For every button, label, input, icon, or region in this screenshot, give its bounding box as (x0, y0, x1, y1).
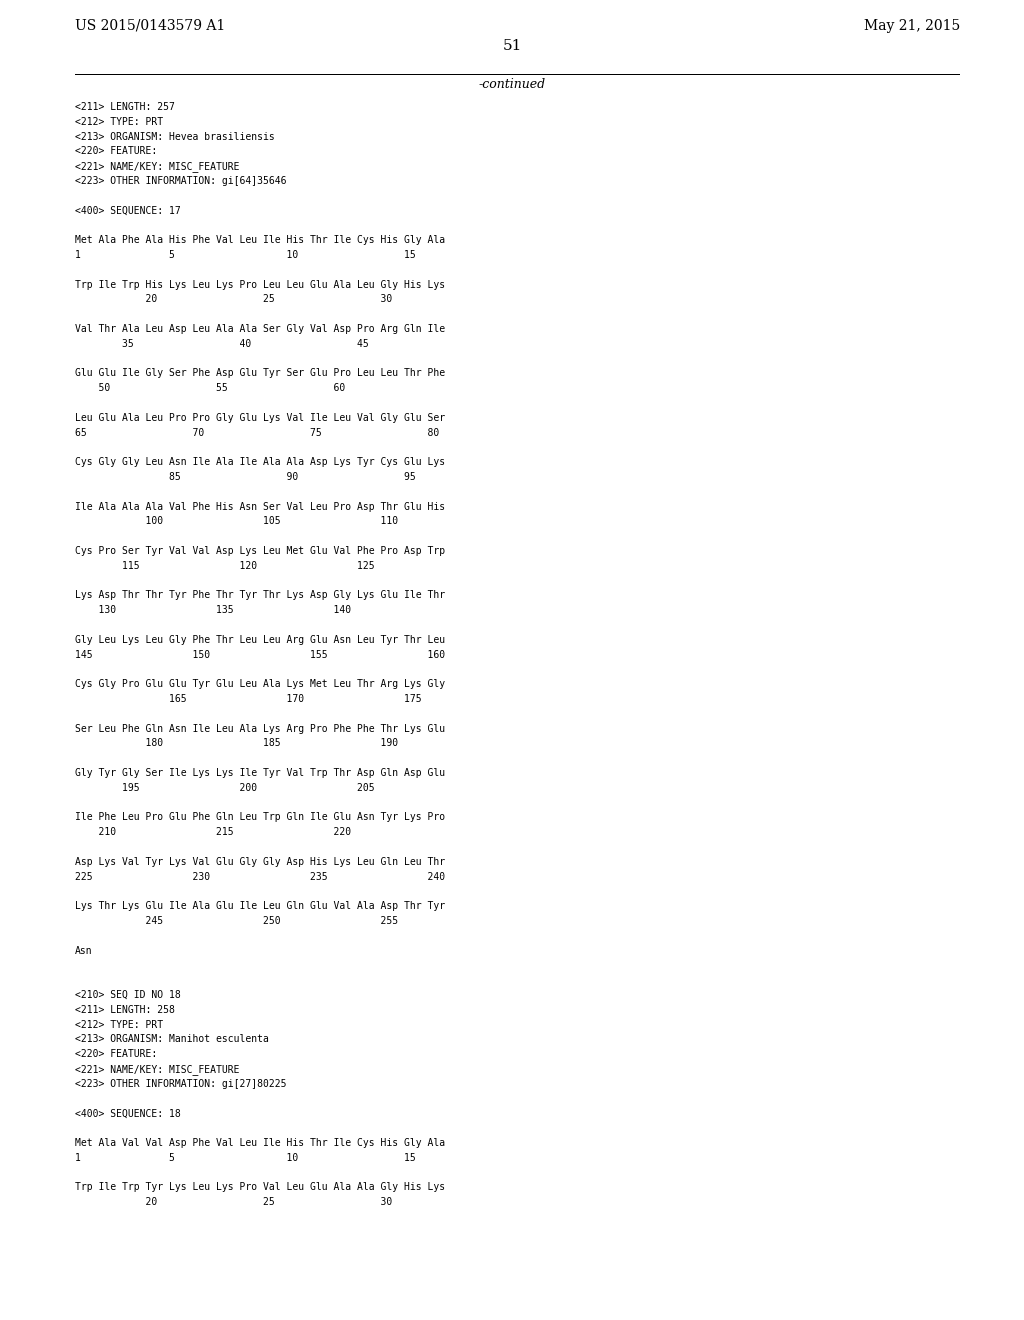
Text: Asp Lys Val Tyr Lys Val Glu Gly Gly Asp His Lys Leu Gln Leu Thr: Asp Lys Val Tyr Lys Val Glu Gly Gly Asp … (75, 857, 445, 867)
Text: 85                  90                  95: 85 90 95 (75, 473, 416, 482)
Text: <211> LENGTH: 258: <211> LENGTH: 258 (75, 1005, 175, 1015)
Text: 130                 135                 140: 130 135 140 (75, 605, 351, 615)
Text: <212> TYPE: PRT: <212> TYPE: PRT (75, 116, 163, 127)
Text: Lys Thr Lys Glu Ile Ala Glu Ile Leu Gln Glu Val Ala Asp Thr Tyr: Lys Thr Lys Glu Ile Ala Glu Ile Leu Gln … (75, 902, 445, 911)
Text: 225                 230                 235                 240: 225 230 235 240 (75, 871, 445, 882)
Text: -continued: -continued (478, 78, 546, 91)
Text: Ile Ala Ala Ala Val Phe His Asn Ser Val Leu Pro Asp Thr Glu His: Ile Ala Ala Ala Val Phe His Asn Ser Val … (75, 502, 445, 512)
Text: Cys Pro Ser Tyr Val Val Asp Lys Leu Met Glu Val Phe Pro Asp Trp: Cys Pro Ser Tyr Val Val Asp Lys Leu Met … (75, 546, 445, 556)
Text: <211> LENGTH: 257: <211> LENGTH: 257 (75, 102, 175, 112)
Text: <221> NAME/KEY: MISC_FEATURE: <221> NAME/KEY: MISC_FEATURE (75, 161, 240, 172)
Text: Trp Ile Trp His Lys Leu Lys Pro Leu Leu Glu Ala Leu Gly His Lys: Trp Ile Trp His Lys Leu Lys Pro Leu Leu … (75, 280, 445, 289)
Text: 50                  55                  60: 50 55 60 (75, 383, 345, 393)
Text: Lys Asp Thr Thr Tyr Phe Thr Tyr Thr Lys Asp Gly Lys Glu Ile Thr: Lys Asp Thr Thr Tyr Phe Thr Tyr Thr Lys … (75, 590, 445, 601)
Text: Cys Gly Gly Leu Asn Ile Ala Ile Ala Ala Asp Lys Tyr Cys Glu Lys: Cys Gly Gly Leu Asn Ile Ala Ile Ala Ala … (75, 457, 445, 467)
Text: 65                  70                  75                  80: 65 70 75 80 (75, 428, 439, 438)
Text: Trp Ile Trp Tyr Lys Leu Lys Pro Val Leu Glu Ala Ala Gly His Lys: Trp Ile Trp Tyr Lys Leu Lys Pro Val Leu … (75, 1183, 445, 1192)
Text: May 21, 2015: May 21, 2015 (864, 18, 961, 33)
Text: Val Thr Ala Leu Asp Leu Ala Ala Ser Gly Val Asp Pro Arg Gln Ile: Val Thr Ala Leu Asp Leu Ala Ala Ser Gly … (75, 323, 445, 334)
Text: <221> NAME/KEY: MISC_FEATURE: <221> NAME/KEY: MISC_FEATURE (75, 1064, 240, 1074)
Text: Cys Gly Pro Glu Glu Tyr Glu Leu Ala Lys Met Leu Thr Arg Lys Gly: Cys Gly Pro Glu Glu Tyr Glu Leu Ala Lys … (75, 680, 445, 689)
Text: Gly Tyr Gly Ser Ile Lys Lys Ile Tyr Val Trp Thr Asp Gln Asp Glu: Gly Tyr Gly Ser Ile Lys Lys Ile Tyr Val … (75, 768, 445, 777)
Text: <400> SEQUENCE: 17: <400> SEQUENCE: 17 (75, 206, 181, 215)
Text: <400> SEQUENCE: 18: <400> SEQUENCE: 18 (75, 1109, 181, 1118)
Text: 51: 51 (503, 40, 521, 53)
Text: Met Ala Val Val Asp Phe Val Leu Ile His Thr Ile Cys His Gly Ala: Met Ala Val Val Asp Phe Val Leu Ile His … (75, 1138, 445, 1148)
Text: 20                  25                  30: 20 25 30 (75, 1197, 392, 1208)
Text: 165                 170                 175: 165 170 175 (75, 694, 422, 704)
Text: Ile Phe Leu Pro Glu Phe Gln Leu Trp Gln Ile Glu Asn Tyr Lys Pro: Ile Phe Leu Pro Glu Phe Gln Leu Trp Gln … (75, 812, 445, 822)
Text: US 2015/0143579 A1: US 2015/0143579 A1 (75, 18, 225, 33)
Text: Glu Glu Ile Gly Ser Phe Asp Glu Tyr Ser Glu Pro Leu Leu Thr Phe: Glu Glu Ile Gly Ser Phe Asp Glu Tyr Ser … (75, 368, 445, 379)
Text: Leu Glu Ala Leu Pro Pro Gly Glu Lys Val Ile Leu Val Gly Glu Ser: Leu Glu Ala Leu Pro Pro Gly Glu Lys Val … (75, 413, 445, 422)
Text: 20                  25                  30: 20 25 30 (75, 294, 392, 305)
Text: 100                 105                 110: 100 105 110 (75, 516, 398, 527)
Text: 145                 150                 155                 160: 145 150 155 160 (75, 649, 445, 660)
Text: 195                 200                 205: 195 200 205 (75, 783, 375, 793)
Text: <223> OTHER INFORMATION: gi[27]80225: <223> OTHER INFORMATION: gi[27]80225 (75, 1078, 287, 1089)
Text: <213> ORGANISM: Manihot esculenta: <213> ORGANISM: Manihot esculenta (75, 1035, 269, 1044)
Text: <213> ORGANISM: Hevea brasiliensis: <213> ORGANISM: Hevea brasiliensis (75, 132, 274, 141)
Text: Ser Leu Phe Gln Asn Ile Leu Ala Lys Arg Pro Phe Phe Thr Lys Glu: Ser Leu Phe Gln Asn Ile Leu Ala Lys Arg … (75, 723, 445, 734)
Text: <212> TYPE: PRT: <212> TYPE: PRT (75, 1019, 163, 1030)
Text: 210                 215                 220: 210 215 220 (75, 828, 351, 837)
Text: <210> SEQ ID NO 18: <210> SEQ ID NO 18 (75, 990, 181, 1001)
Text: 245                 250                 255: 245 250 255 (75, 916, 398, 927)
Text: 1               5                   10                  15: 1 5 10 15 (75, 249, 416, 260)
Text: Met Ala Phe Ala His Phe Val Leu Ile His Thr Ile Cys His Gly Ala: Met Ala Phe Ala His Phe Val Leu Ile His … (75, 235, 445, 246)
Text: 1               5                   10                  15: 1 5 10 15 (75, 1152, 416, 1163)
Text: <220> FEATURE:: <220> FEATURE: (75, 1049, 158, 1059)
Text: 115                 120                 125: 115 120 125 (75, 561, 375, 570)
Text: <220> FEATURE:: <220> FEATURE: (75, 147, 158, 156)
Text: 35                  40                  45: 35 40 45 (75, 339, 369, 348)
Text: 180                 185                 190: 180 185 190 (75, 738, 398, 748)
Text: <223> OTHER INFORMATION: gi[64]35646: <223> OTHER INFORMATION: gi[64]35646 (75, 176, 287, 186)
Text: Asn: Asn (75, 945, 92, 956)
Text: Gly Leu Lys Leu Gly Phe Thr Leu Leu Arg Glu Asn Leu Tyr Thr Leu: Gly Leu Lys Leu Gly Phe Thr Leu Leu Arg … (75, 635, 445, 644)
